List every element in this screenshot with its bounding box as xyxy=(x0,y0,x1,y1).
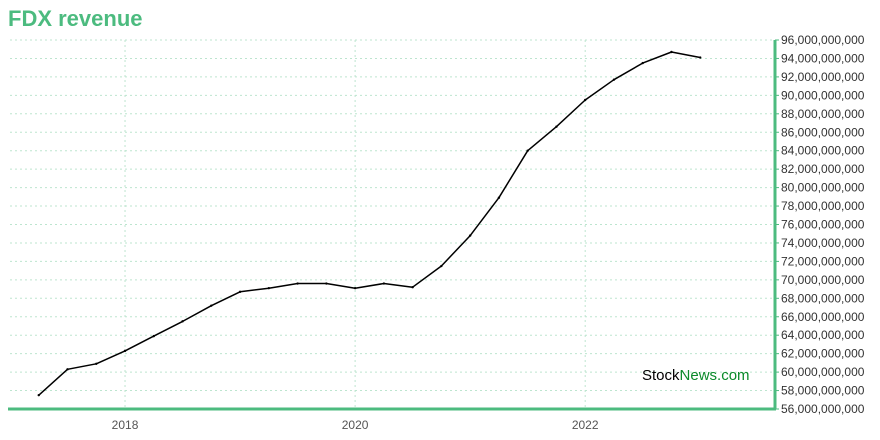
watermark-part2: News.com xyxy=(680,367,750,384)
grid-lines xyxy=(10,39,775,409)
y-tick-label: 94,000,000,000 xyxy=(781,51,865,65)
series-group xyxy=(37,50,702,397)
data-point xyxy=(95,362,98,365)
y-tick-label: 90,000,000,000 xyxy=(781,88,865,102)
data-point xyxy=(37,393,40,397)
data-point xyxy=(583,98,587,102)
data-point xyxy=(382,282,386,285)
data-point xyxy=(699,56,702,59)
watermark-part1: Stock xyxy=(642,367,680,384)
revenue-line xyxy=(38,51,701,396)
y-tick-label: 78,000,000,000 xyxy=(781,199,865,213)
x-tick-label: 2020 xyxy=(342,418,369,432)
y-tick-label: 74,000,000,000 xyxy=(781,236,865,250)
y-tick-label: 66,000,000,000 xyxy=(781,310,865,324)
y-tick-label: 56,000,000,000 xyxy=(781,402,865,416)
chart-title: FDX revenue xyxy=(8,6,143,31)
x-tick-label: 2022 xyxy=(572,418,599,432)
y-tick-label: 68,000,000,000 xyxy=(781,291,865,305)
data-point xyxy=(325,282,328,285)
data-point xyxy=(641,61,644,65)
x-axis-ticks: 2018 2020 2022 xyxy=(112,418,599,432)
data-point xyxy=(296,282,299,285)
y-tick-label: 70,000,000,000 xyxy=(781,273,865,287)
data-point xyxy=(468,234,472,237)
data-point xyxy=(612,78,616,81)
data-point xyxy=(353,286,357,290)
y-tick-label: 58,000,000,000 xyxy=(781,384,865,398)
data-point xyxy=(210,304,213,307)
y-tick-label: 80,000,000,000 xyxy=(781,181,865,195)
y-axis-ticks: 56,000,000,000 58,000,000,000 60,000,000,0… xyxy=(775,33,865,416)
y-tick-label: 72,000,000,000 xyxy=(781,254,865,268)
data-point xyxy=(526,149,529,152)
y-tick-label: 64,000,000,000 xyxy=(781,328,865,342)
y-tick-label: 82,000,000,000 xyxy=(781,162,865,176)
y-tick-label: 62,000,000,000 xyxy=(781,347,865,361)
y-tick-label: 96,000,000,000 xyxy=(781,33,865,47)
y-tick-label: 60,000,000,000 xyxy=(781,365,865,379)
y-tick-label: 92,000,000,000 xyxy=(781,70,865,84)
data-point xyxy=(123,349,127,353)
data-point xyxy=(238,290,242,294)
y-tick-label: 88,000,000,000 xyxy=(781,107,865,121)
axes xyxy=(8,40,777,411)
y-tick-label: 76,000,000,000 xyxy=(781,218,865,232)
y-tick-label: 84,000,000,000 xyxy=(781,144,865,158)
data-point xyxy=(555,125,558,128)
data-point xyxy=(181,320,184,323)
y-tick-label: 86,000,000,000 xyxy=(781,125,865,139)
data-point xyxy=(66,368,69,371)
data-point xyxy=(670,50,673,54)
data-point xyxy=(411,286,414,289)
data-point xyxy=(152,334,155,338)
data-point xyxy=(440,264,443,268)
x-tick-label: 2018 xyxy=(112,418,139,432)
data-point xyxy=(497,196,501,199)
stocknews-watermark: StockNews.com xyxy=(642,367,750,384)
data-point xyxy=(267,286,271,290)
